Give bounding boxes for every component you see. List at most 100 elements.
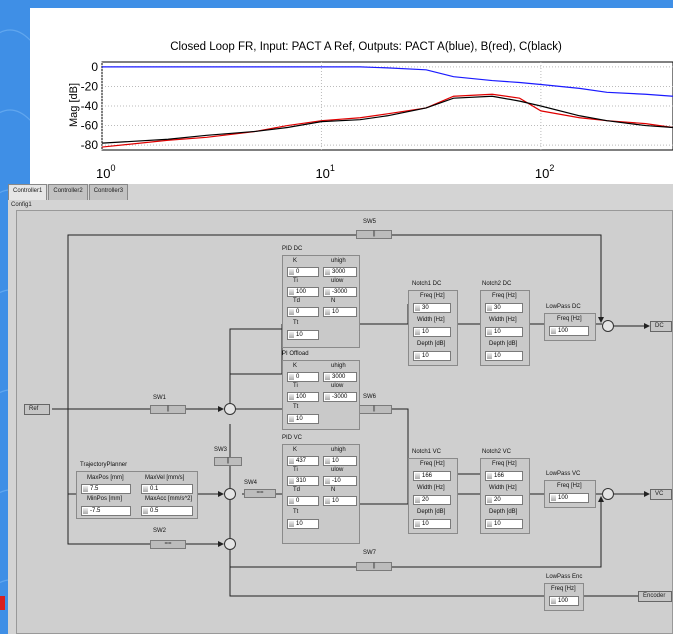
terminal-dc[interactable]: DC — [650, 321, 672, 332]
pid-dc-tt-label: Tt — [293, 320, 299, 326]
traj-maxpos-label: MaxPos [mm] — [87, 475, 124, 481]
pi-offload-tt-label: Tt — [293, 404, 299, 410]
sw2-toggle[interactable]: == — [150, 540, 186, 549]
controller-panel: Controller1 Controller2 Controller3 Conf… — [8, 184, 673, 634]
notch2-dc-block: Freq [Hz] 30 Width [Hz] 10 Depth [dB] 10 — [480, 290, 530, 366]
lowpass-dc-title: LowPass DC — [546, 304, 581, 310]
notch2-dc-width-label: Width [Hz] — [489, 317, 517, 323]
notch1-vc-depth-input[interactable]: 10 — [413, 519, 451, 529]
notch1-dc-freq-input[interactable]: 30 — [413, 303, 451, 313]
notch2-dc-depth-input[interactable]: 10 — [485, 351, 523, 361]
pid-dc-k-label: K — [293, 258, 298, 264]
traj-minpos-label: MinPos [mm] — [87, 496, 123, 502]
pid-dc-ti-input[interactable]: 100 — [287, 287, 319, 297]
notch1-dc-depth-input[interactable]: 10 — [413, 351, 451, 361]
y-tick-label: -40 — [81, 99, 99, 113]
lowpass-enc-block: Freq [Hz] 100 — [544, 583, 584, 611]
notch1-vc-width-input[interactable]: 20 — [413, 495, 451, 505]
pid-dc-n-input[interactable]: 10 — [323, 307, 357, 317]
pid-dc-k-input[interactable]: 0 — [287, 267, 319, 277]
notch1-dc-title: Notch1 DC — [412, 281, 442, 287]
y-tick-label: 0 — [91, 60, 98, 74]
sw4-toggle[interactable]: == — [244, 489, 276, 498]
pid-dc-ulow-input[interactable]: -3000 — [323, 287, 357, 297]
sw7-toggle[interactable]: || — [356, 562, 392, 571]
traj-maxacc-label: MaxAcc [mm/s^2] — [145, 496, 193, 502]
trajectory-planner-title: TrajectoryPlanner — [80, 462, 128, 468]
notch2-dc-depth-label: Depth [dB] — [489, 341, 518, 347]
pid-vc-block: K 437 uhigh 10 Ti 310 ulow -10 Td 0 N 10… — [282, 444, 360, 544]
pid-vc-td-input[interactable]: 0 — [287, 496, 319, 506]
pid-dc-uhigh-input[interactable]: 3000 — [323, 267, 357, 277]
pid-vc-uhigh-input[interactable]: 10 — [323, 456, 357, 466]
sw3-toggle[interactable]: || — [214, 457, 242, 466]
pi-offload-ulow-input[interactable]: -3000 — [323, 392, 357, 402]
tab-controller1[interactable]: Controller1 — [8, 184, 48, 200]
pid-dc-td-input[interactable]: 0 — [287, 307, 319, 317]
lowpass-dc-freq-label: Freq [Hz] — [557, 316, 582, 322]
pid-vc-ti-label: Ti — [293, 467, 298, 473]
sum-junction-vc-out — [602, 488, 614, 500]
pi-offload-uhigh-label: uhigh — [331, 363, 346, 369]
pid-dc-block: K 0 uhigh 3000 Ti 100 ulow -3000 Td 0 N … — [282, 255, 360, 348]
pi-offload-uhigh-input[interactable]: 3000 — [323, 372, 357, 382]
y-tick-label: -60 — [81, 119, 99, 133]
notch1-dc-freq-label: Freq [Hz] — [420, 293, 445, 299]
pid-vc-ti-input[interactable]: 310 — [287, 476, 319, 486]
notch1-dc-width-input[interactable]: 10 — [413, 327, 451, 337]
sw6-toggle[interactable]: || — [356, 405, 392, 414]
tab-controller2[interactable]: Controller2 — [48, 184, 88, 200]
notch1-vc-depth-label: Depth [dB] — [417, 509, 446, 515]
sw1-toggle[interactable]: || — [150, 405, 186, 414]
traj-maxpos-input[interactable]: 7.5 — [81, 484, 131, 494]
pid-vc-td-label: Td — [293, 487, 301, 493]
notch2-vc-width-input[interactable]: 20 — [485, 495, 523, 505]
sum-junction-feedback — [224, 538, 236, 550]
traj-maxacc-input[interactable]: 0.5 — [141, 506, 193, 516]
notch2-dc-freq-input[interactable]: 30 — [485, 303, 523, 313]
pid-vc-ulow-input[interactable]: -10 — [323, 476, 357, 486]
notch1-dc-depth-label: Depth [dB] — [417, 341, 446, 347]
sw5-toggle[interactable]: || — [356, 230, 392, 239]
pid-dc-tt-input[interactable]: 10 — [287, 330, 319, 340]
pid-dc-ti-label: Ti — [293, 278, 298, 284]
tab-controller3[interactable]: Controller3 — [88, 184, 129, 200]
traj-maxvel-input[interactable]: 0.1 — [141, 484, 193, 494]
signal-wires — [52, 234, 650, 597]
notch2-vc-depth-input[interactable]: 10 — [485, 519, 523, 529]
traj-minpos-input[interactable]: -7.5 — [81, 506, 131, 516]
lowpass-dc-freq-input[interactable]: 100 — [549, 326, 589, 336]
terminal-vc[interactable]: VC — [650, 489, 672, 500]
notch1-vc-block: Freq [Hz] 166 Width [Hz] 20 Depth [dB] 1… — [408, 458, 458, 534]
series-line-pact-b — [101, 93, 673, 148]
notch1-vc-freq-input[interactable]: 166 — [413, 471, 451, 481]
pid-vc-tt-input[interactable]: 10 — [287, 519, 319, 529]
pi-offload-ti-input[interactable]: 100 — [287, 392, 319, 402]
lowpass-vc-freq-input[interactable]: 100 — [549, 493, 589, 503]
pid-vc-k-input[interactable]: 437 — [287, 456, 319, 466]
y-tick-label: -20 — [81, 79, 99, 93]
notch1-dc-width-label: Width [Hz] — [417, 317, 445, 323]
notch2-vc-freq-input[interactable]: 166 — [485, 471, 523, 481]
x-tick-label: 102 — [535, 163, 554, 181]
lowpass-vc-block: Freq [Hz] 100 — [544, 480, 596, 508]
notch2-dc-freq-label: Freq [Hz] — [492, 293, 517, 299]
notch2-dc-width-input[interactable]: 10 — [485, 327, 523, 337]
pi-offload-tt-input[interactable]: 10 — [287, 414, 319, 424]
x-tick-label: 100 — [96, 163, 115, 181]
terminal-ref[interactable]: Ref — [24, 404, 50, 415]
traj-maxvel-label: MaxVel [mm/s] — [145, 475, 185, 481]
lowpass-enc-freq-input[interactable]: 100 — [549, 596, 579, 606]
pi-offload-k-input[interactable]: 0 — [287, 372, 319, 382]
notch1-dc-block: Freq [Hz] 30 Width [Hz] 10 Depth [dB] 10 — [408, 290, 458, 366]
terminal-encoder[interactable]: Encoder — [638, 591, 672, 602]
tab-config1[interactable]: Config1 — [11, 202, 32, 208]
pi-offload-k-label: K — [293, 363, 298, 369]
lowpass-enc-freq-label: Freq [Hz] — [551, 586, 576, 592]
notch1-vc-title: Notch1 VC — [412, 449, 442, 455]
pid-dc-td-label: Td — [293, 298, 301, 304]
sw4-label: SW4 — [244, 480, 258, 486]
sum-junction-dc-out — [602, 320, 614, 332]
pid-vc-n-input[interactable]: 10 — [323, 496, 357, 506]
pi-offload-block: K 0 uhigh 3000 Ti 100 ulow -3000 Tt 10 — [282, 360, 360, 430]
